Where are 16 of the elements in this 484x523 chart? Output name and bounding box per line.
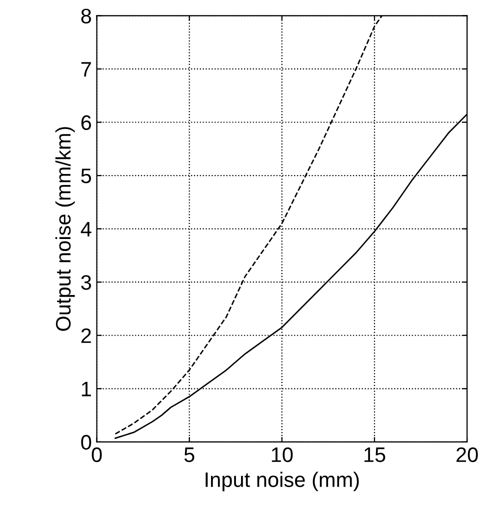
y-tick-label: 1 xyxy=(82,382,91,396)
x-tick-label: 5 xyxy=(184,448,194,462)
y-tick-label: 6 xyxy=(81,115,92,130)
x-tick-label: 0 xyxy=(92,447,102,462)
y-tick-label: 2 xyxy=(81,328,91,343)
y-tick-label: 7 xyxy=(81,62,91,77)
y-tick-label: 4 xyxy=(80,222,92,236)
y-axis-title: Output noise (mm/km) xyxy=(55,127,75,331)
y-tick-label: 8 xyxy=(81,8,92,24)
x-tick-label: 20 xyxy=(456,447,478,462)
x-axis-title: Input noise (mm) xyxy=(206,472,359,492)
y-tick-label: 5 xyxy=(81,168,92,184)
x-tick-label: 10 xyxy=(272,447,293,462)
y-tick-label: 0 xyxy=(81,434,92,450)
y-tick-label: 3 xyxy=(81,275,92,290)
x-tick-label: 15 xyxy=(364,448,386,462)
